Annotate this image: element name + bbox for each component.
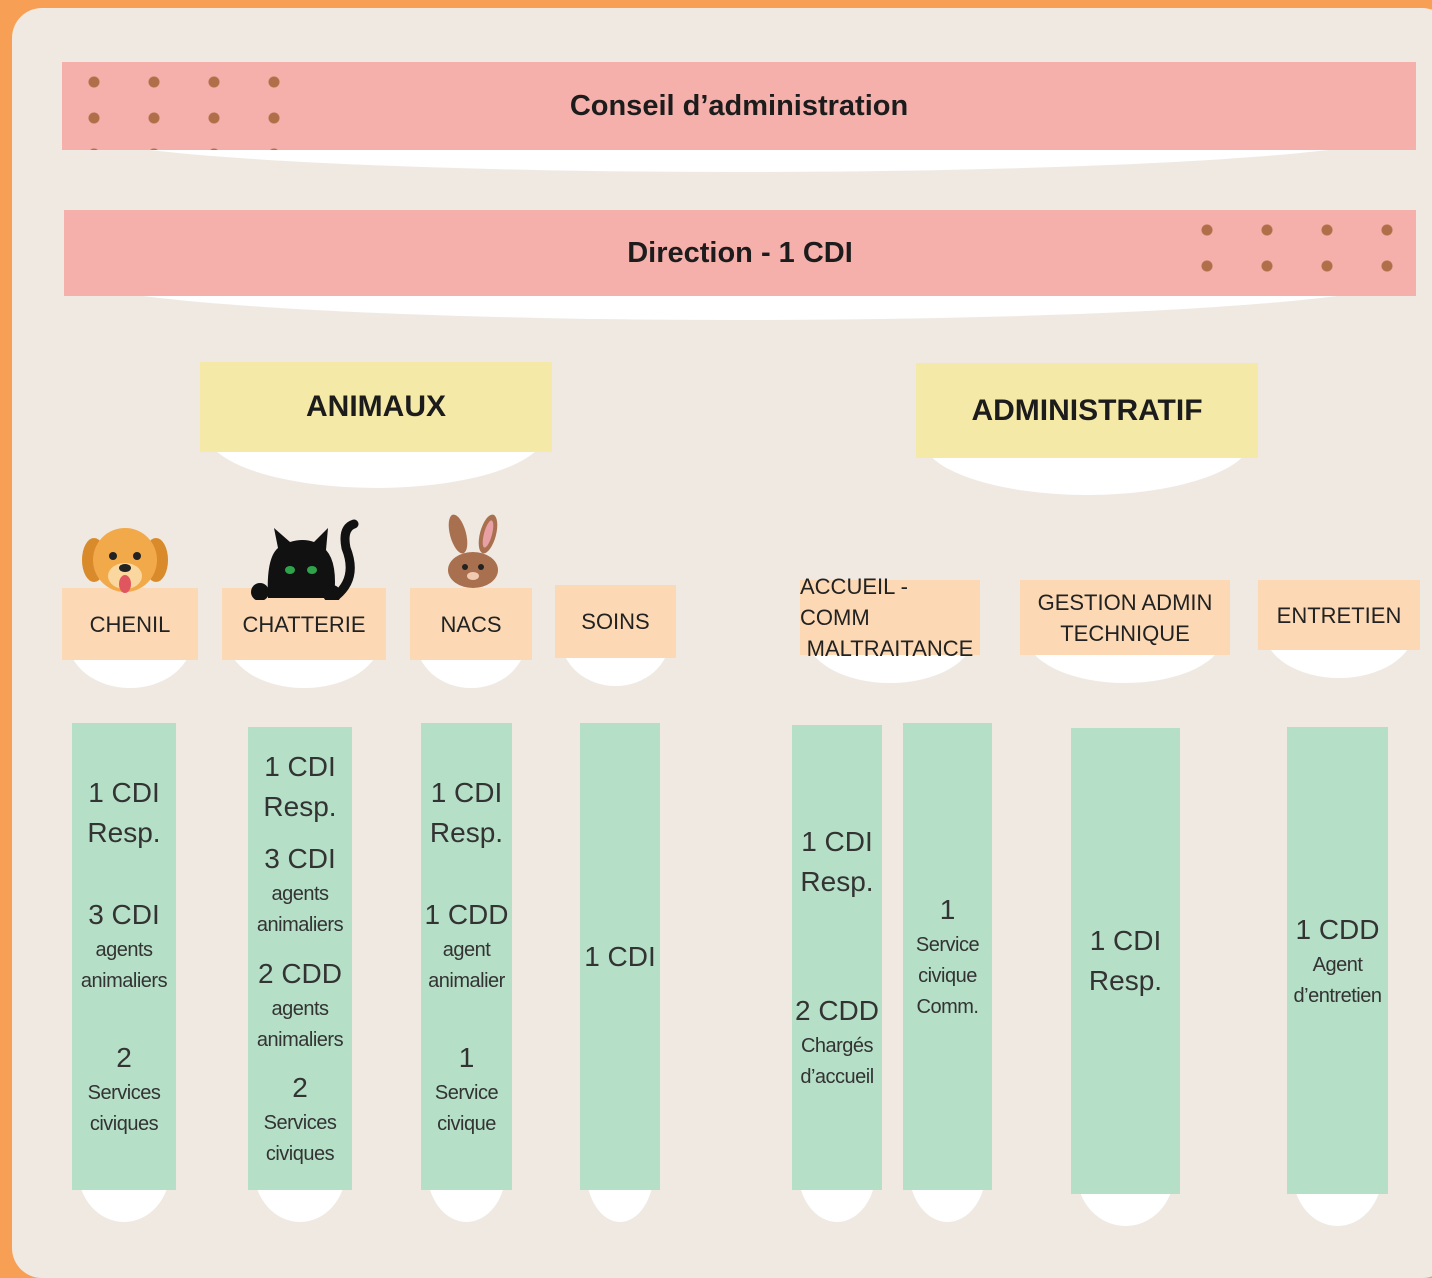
staff-role: Services xyxy=(88,1078,161,1109)
staff-role: Chargés xyxy=(801,1031,873,1062)
staff-count: 1 CDI xyxy=(1090,921,1162,961)
service-header: SOINS xyxy=(555,585,676,658)
staff-role: Service xyxy=(916,930,979,961)
staff-role: animaliers xyxy=(257,1025,343,1056)
staff-count: Resp. xyxy=(1089,961,1162,1001)
paw-pattern xyxy=(62,62,306,150)
service-label: SOINS xyxy=(581,606,649,637)
staff-count: 1 xyxy=(940,890,956,930)
staff-role: civique xyxy=(918,961,977,992)
staff-count: 2 CDD xyxy=(258,954,342,994)
staff-role: animaliers xyxy=(81,966,167,997)
service-label: ACCUEIL - COMM xyxy=(800,571,980,633)
service-header: ENTRETIEN xyxy=(1258,580,1420,650)
staff-count: 3 CDI xyxy=(264,839,336,879)
staff-count: Resp. xyxy=(430,813,503,853)
dog-icon xyxy=(80,518,170,598)
staff-role: agents xyxy=(95,935,152,966)
staff-count: 1 CDD xyxy=(424,895,508,935)
staff-role: civiques xyxy=(266,1139,334,1170)
staff-role: agent xyxy=(443,935,491,966)
staff-count: Resp. xyxy=(87,813,160,853)
staff-role: civique xyxy=(437,1109,496,1140)
staff-count: 2 xyxy=(292,1068,308,1108)
service-label: GESTION ADMIN xyxy=(1038,587,1213,618)
staff-role: agents xyxy=(271,879,328,910)
staff-role: d’accueil xyxy=(800,1062,873,1093)
service-label: MALTRAITANCE xyxy=(807,633,974,664)
staff-role: animaliers xyxy=(257,910,343,941)
staff-count: 1 CDI xyxy=(88,773,160,813)
service-label: ENTRETIEN xyxy=(1277,600,1402,631)
staff-column: 1 CDI xyxy=(580,723,660,1190)
staff-count: 1 xyxy=(459,1038,475,1078)
service-label: CHATTERIE xyxy=(242,609,365,640)
staff-count: Resp. xyxy=(800,862,873,902)
paw-pattern xyxy=(1175,210,1416,296)
staff-role: civiques xyxy=(90,1109,158,1140)
service-label: TECHNIQUE xyxy=(1060,618,1190,649)
service-header: CHENIL xyxy=(62,588,198,660)
staff-count: 1 CDI xyxy=(431,773,503,813)
staff-role: d’entretien xyxy=(1294,981,1382,1012)
staff-count: 1 CDI xyxy=(584,937,656,977)
service-header: NACS xyxy=(410,588,532,660)
staff-count: 2 CDD xyxy=(795,991,879,1031)
service-label: CHENIL xyxy=(90,609,171,640)
pole-header: ANIMAUX xyxy=(200,362,552,452)
staff-count: 1 CDI xyxy=(801,822,873,862)
staff-role: Services xyxy=(264,1108,337,1139)
staff-count: Resp. xyxy=(263,787,336,827)
staff-entry: 1 CDI xyxy=(584,937,656,977)
staff-count: 1 CDI xyxy=(264,747,336,787)
staff-count: 3 CDI xyxy=(88,895,160,935)
staff-count: 1 CDD xyxy=(1295,910,1379,950)
staff-role: Service xyxy=(435,1078,498,1109)
staff-count: 2 xyxy=(116,1038,132,1078)
staff-role: Comm. xyxy=(917,992,979,1023)
cat-icon xyxy=(248,518,363,600)
rabbit-icon xyxy=(438,512,508,588)
staff-role: agents xyxy=(271,994,328,1025)
service-label: NACS xyxy=(440,609,501,640)
pole-header: ADMINISTRATIF xyxy=(916,363,1258,458)
staff-role: Agent xyxy=(1313,950,1363,981)
staff-role: animalier xyxy=(428,966,505,997)
